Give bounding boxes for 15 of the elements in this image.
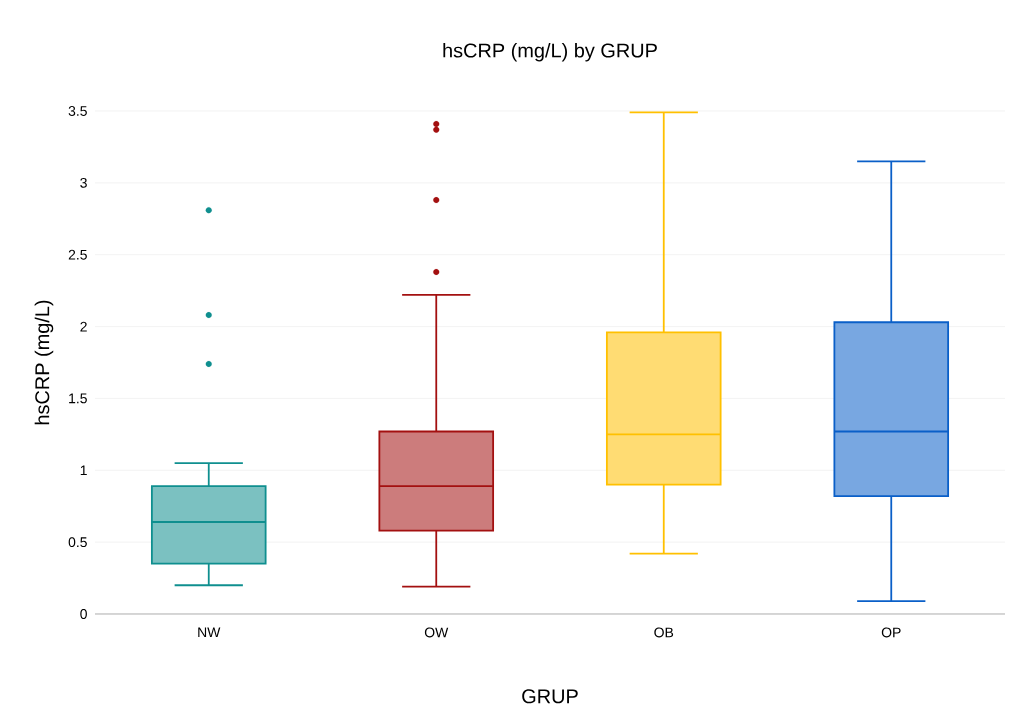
x-tick-label: OW xyxy=(424,627,449,638)
x-tick-label: NW xyxy=(198,627,221,638)
chart-title: hsCRP (mg/L) by GRUP xyxy=(443,42,657,62)
y-tick-label: 2 xyxy=(80,321,87,332)
x-axis-title: GRUP xyxy=(522,689,578,704)
y-tick-label: 1 xyxy=(80,465,87,476)
y-tick-label: 0 xyxy=(80,609,87,619)
y-tick-label: 3.5 xyxy=(68,106,87,116)
y-tick-label: 1.5 xyxy=(69,393,87,404)
y-tick-label: 2.5 xyxy=(68,249,87,260)
y-tick-label: 0.5 xyxy=(68,537,87,548)
y-axis-title: hsCRP (mg/L) xyxy=(34,300,54,425)
x-tick-label: OB xyxy=(654,627,674,638)
y-tick-label: 3 xyxy=(80,177,87,188)
x-tick-label: OP xyxy=(881,627,901,638)
